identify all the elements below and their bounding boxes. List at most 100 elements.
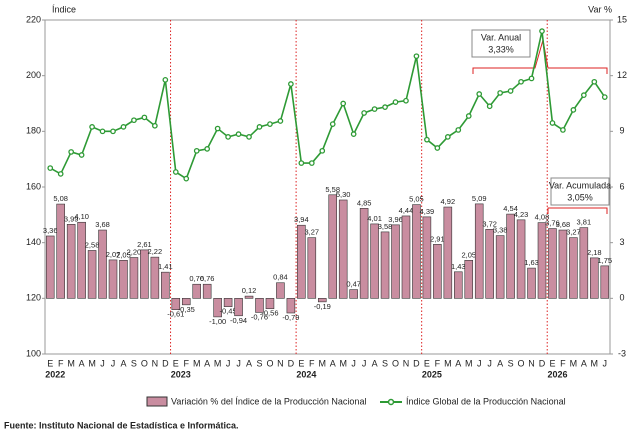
bar <box>548 228 557 299</box>
legend-marker <box>387 398 395 406</box>
x-tick-label: O <box>266 358 273 368</box>
bar-value-label: 5,30 <box>336 190 351 199</box>
bar-value-label: 3,94 <box>294 215 309 224</box>
bar <box>234 298 243 317</box>
bar <box>422 216 432 299</box>
x-tick-label: M <box>444 358 452 368</box>
bar-value-label: 1,63 <box>524 258 539 267</box>
y2-tick-label: 9 <box>619 126 624 136</box>
cumulative-box <box>550 177 610 206</box>
x-tick-label: J <box>362 358 367 368</box>
index-point <box>476 91 483 97</box>
x-tick-label: E <box>549 358 555 368</box>
bar-value-label: 0,76 <box>200 274 215 283</box>
year-label: 2024 <box>296 369 316 379</box>
x-tick-label: D <box>162 358 169 368</box>
bar-value-label: 4,10 <box>74 212 89 221</box>
bar-value-label: 0,76 <box>189 274 204 283</box>
bar <box>98 229 107 299</box>
x-tick-label: J <box>236 358 241 368</box>
bar-value-label: 2,91 <box>430 234 445 243</box>
y2-tick-label: 12 <box>617 70 627 80</box>
year-label: 2023 <box>171 369 191 379</box>
index-point <box>308 160 315 166</box>
bar-value-label: 2,18 <box>587 248 602 257</box>
bar-value-label: 5,08 <box>53 194 68 203</box>
x-tick-label: A <box>455 358 461 368</box>
index-point <box>99 128 106 135</box>
bar <box>558 229 568 299</box>
x-tick-label: E <box>173 358 179 368</box>
index-point <box>204 146 211 152</box>
index-point <box>120 124 127 130</box>
bar-value-label: 4,08 <box>535 213 550 222</box>
bar <box>495 235 505 299</box>
x-tick-label: J <box>226 358 231 368</box>
x-tick-label: N <box>403 358 410 368</box>
index-point <box>225 134 231 140</box>
cumulative-bracket <box>547 207 608 214</box>
x-tick-label: F <box>58 358 64 368</box>
bar-value-label: -0,76 <box>251 312 268 321</box>
x-tick-label: M <box>67 358 75 368</box>
index-point <box>560 127 566 133</box>
bar <box>338 199 348 299</box>
bar <box>349 289 358 299</box>
bar <box>77 221 86 299</box>
bar <box>443 206 453 299</box>
x-tick-label: J <box>477 358 482 368</box>
bar <box>66 223 76 299</box>
bar-value-label: 4,85 <box>357 198 372 207</box>
x-tick-label: S <box>382 358 388 368</box>
index-point <box>47 165 54 171</box>
annotation-title: Var. Anual <box>481 32 521 42</box>
bar-value-label: 2,22 <box>148 247 163 256</box>
bar <box>401 215 411 299</box>
annotation-title: Var. Acumulada <box>549 180 611 190</box>
x-tick-label: M <box>339 358 347 368</box>
bar <box>255 298 264 313</box>
bar-value-label: 3,27 <box>305 228 320 237</box>
y-axis-title: Índice <box>52 4 76 14</box>
index-point <box>78 152 85 158</box>
x-tick-label: D <box>288 358 295 368</box>
index-point <box>214 125 221 132</box>
x-tick-label: O <box>392 358 399 368</box>
y-tick-label: 160 <box>26 181 41 191</box>
source-note: Fuente: Instituto Nacional de Estadístic… <box>4 420 239 430</box>
index-point <box>580 92 587 99</box>
x-tick-label: N <box>152 358 159 368</box>
index-point <box>403 97 409 104</box>
bar-value-label: 3,68 <box>556 220 571 229</box>
bar-value-label: 4,23 <box>514 210 529 219</box>
index-point <box>319 147 326 154</box>
index-point <box>288 81 294 87</box>
index-point <box>424 136 430 143</box>
x-tick-label: A <box>581 358 587 368</box>
x-tick-label: A <box>120 358 126 368</box>
x-tick-label: F <box>184 358 190 368</box>
index-point <box>256 124 263 130</box>
legend-swatch <box>146 396 168 407</box>
bar-value-label: 0,47 <box>346 280 361 289</box>
index-point <box>89 124 95 130</box>
index-point <box>413 53 420 60</box>
index-point <box>486 103 493 110</box>
bar <box>181 298 191 306</box>
index-point <box>172 169 179 175</box>
bar <box>516 219 526 299</box>
index-point <box>152 122 158 129</box>
bar <box>265 298 275 310</box>
index-point <box>465 113 472 119</box>
x-tick-label: E <box>298 358 304 368</box>
bar-value-label: 2,20 <box>127 247 142 256</box>
index-point <box>434 145 441 151</box>
index-point <box>497 90 503 96</box>
x-tick-label: D <box>539 358 546 368</box>
bar <box>317 298 327 303</box>
bar-value-label: 3,68 <box>95 220 110 229</box>
y2-tick-label: 0 <box>619 293 624 303</box>
index-point <box>549 120 556 126</box>
bar-value-label: 5,05 <box>409 195 424 204</box>
